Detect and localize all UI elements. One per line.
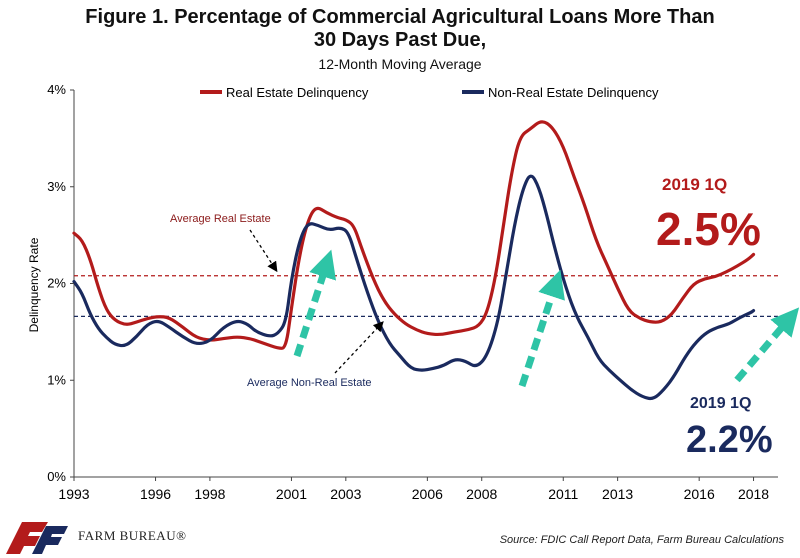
y-tick-label: 0%	[47, 469, 66, 484]
x-tick-label: 2003	[330, 486, 361, 502]
x-tick-label: 2008	[466, 486, 497, 502]
avg-non-real-estate-pointer	[334, 321, 384, 374]
legend-label-real-estate: Real Estate Delinquency	[226, 85, 369, 100]
legend-label-non-real-estate: Non-Real Estate Delinquency	[488, 85, 659, 100]
chart-subtitle: 12-Month Moving Average	[318, 56, 482, 72]
avg-real-estate-pointer	[249, 229, 278, 273]
avg-non-real-estate-label: Average Non-Real Estate	[247, 377, 372, 389]
y-axis-label: Delinquency Rate	[27, 237, 41, 332]
re-callout-value: 2.5%	[656, 203, 761, 255]
nre-callout-period: 2019 1Q	[690, 395, 751, 412]
non-real-estate-line	[72, 174, 756, 401]
real-estate-line	[72, 120, 756, 350]
average-lines	[74, 275, 778, 317]
avg-real-estate-label: Average Real Estate	[170, 213, 271, 225]
chart-title: Figure 1. Percentage of Commercial Agric…	[0, 6, 800, 52]
x-tick-label: 2001	[276, 486, 307, 502]
title-line-1: Figure 1. Percentage of Commercial Agric…	[85, 6, 715, 28]
source-note: Source: FDIC Call Report Data, Farm Bure…	[499, 534, 784, 546]
farm-bureau-logo: FARM BUREAU®	[2, 516, 186, 556]
x-tick-label: 1993	[58, 486, 89, 502]
y-tick-label: 1%	[47, 372, 66, 387]
trend-arrow-1	[293, 249, 337, 358]
re-callout-period: 2019 1Q	[662, 175, 727, 194]
legend: Real Estate Delinquency Non-Real Estate …	[200, 85, 659, 100]
x-tick-label: 2011	[548, 486, 578, 502]
y-tick-label: 4%	[47, 82, 66, 97]
x-tick-label: 1996	[140, 486, 171, 502]
x-tick-label: 2013	[602, 486, 633, 502]
y-tick-label: 2%	[47, 276, 66, 291]
x-tick-label: 2006	[412, 486, 443, 502]
series-lines	[72, 120, 756, 401]
y-tick-label: 3%	[47, 179, 66, 194]
title-line-2: 30 Days Past Due,	[313, 29, 487, 51]
trend-arrow-2	[518, 269, 565, 388]
axis-ticks: 0% 1% 2% 3% 4% 1993 1996 1998 2001 2003 2006 2008 20…	[47, 82, 769, 502]
x-tick-label: 2016	[684, 486, 715, 502]
farm-bureau-logo-text: FARM BUREAU®	[78, 528, 187, 543]
farm-bureau-logo-icon	[6, 522, 68, 554]
trend-arrows	[293, 249, 800, 388]
x-tick-label: 2018	[738, 486, 769, 502]
x-tick-label: 1998	[194, 486, 225, 502]
plot-frame	[73, 90, 778, 478]
trend-arrow-3	[734, 307, 800, 383]
nre-callout-value: 2.2%	[686, 419, 773, 461]
